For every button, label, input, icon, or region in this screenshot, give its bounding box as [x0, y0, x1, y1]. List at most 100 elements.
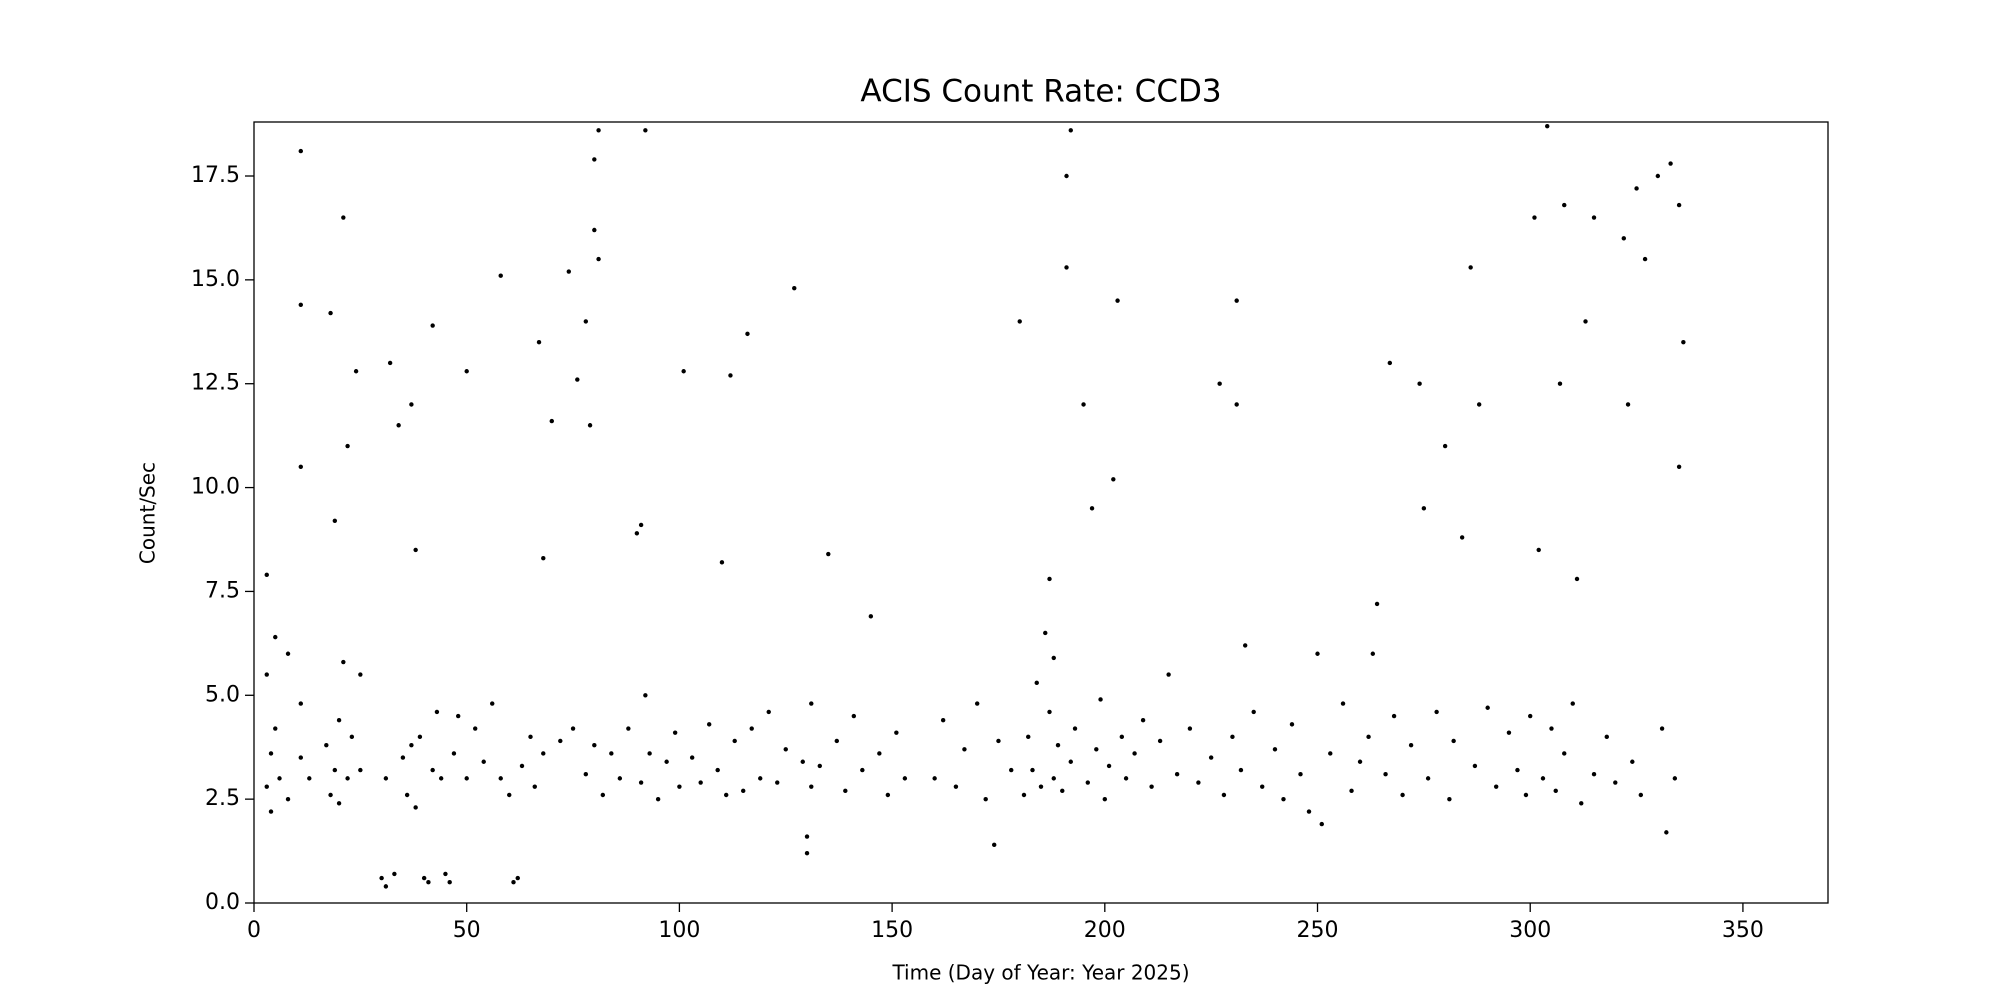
- data-point: [1021, 792, 1027, 798]
- data-point: [1655, 173, 1661, 179]
- data-point: [775, 780, 780, 785]
- data-point: [1149, 784, 1154, 789]
- data-point: [1319, 821, 1324, 827]
- y-tick-label: 5.0: [205, 682, 240, 707]
- data-point: [1068, 759, 1073, 764]
- data-point: [1506, 730, 1512, 735]
- data-point: [587, 423, 593, 428]
- data-point: [600, 792, 606, 798]
- data-point: [1528, 713, 1533, 719]
- data-point: [868, 614, 874, 619]
- data-point: [1340, 701, 1346, 706]
- data-point: [1217, 381, 1222, 386]
- data-point: [575, 377, 580, 382]
- data-point: [1370, 651, 1376, 656]
- x-tick-label: 250: [1297, 918, 1339, 943]
- data-point: [1064, 265, 1069, 270]
- data-point: [434, 709, 440, 715]
- data-point: [1119, 734, 1125, 740]
- data-point: [507, 792, 512, 798]
- data-point: [1468, 265, 1473, 270]
- data-point: [336, 801, 342, 806]
- data-point: [1387, 360, 1393, 366]
- x-tick-label: 100: [658, 918, 700, 943]
- data-point: [902, 776, 908, 781]
- data-point: [1102, 796, 1108, 802]
- data-point: [1055, 742, 1061, 748]
- data-point: [672, 730, 678, 735]
- data-point: [1272, 747, 1278, 752]
- data-point: [1574, 576, 1580, 582]
- data-point: [1047, 709, 1052, 715]
- data-point: [1230, 734, 1235, 740]
- data-point: [1238, 767, 1244, 773]
- data-point: [490, 701, 495, 706]
- data-point: [974, 701, 980, 706]
- data-point: [566, 269, 571, 274]
- data-point: [1630, 759, 1635, 764]
- data-point: [1034, 680, 1039, 686]
- data-point: [332, 767, 338, 773]
- data-point: [1234, 298, 1239, 303]
- data-point: [1038, 784, 1044, 789]
- data-point: [541, 555, 546, 561]
- data-point: [277, 776, 282, 781]
- x-tick-label: 200: [1084, 918, 1126, 943]
- data-point: [383, 884, 389, 889]
- data-point: [1174, 772, 1180, 777]
- data-point: [1659, 726, 1665, 731]
- data-point: [341, 659, 346, 665]
- data-point: [596, 256, 601, 262]
- data-point: [860, 767, 865, 773]
- data-point: [1064, 173, 1069, 179]
- data-point: [1540, 776, 1546, 781]
- data-point: [719, 560, 725, 565]
- data-point: [800, 759, 805, 764]
- data-point: [447, 880, 452, 885]
- data-point: [1442, 443, 1448, 449]
- data-point: [1298, 772, 1303, 777]
- data-point: [792, 285, 797, 291]
- data-point: [570, 726, 576, 731]
- data-point: [541, 751, 546, 756]
- data-point: [1549, 726, 1554, 731]
- data-point: [498, 273, 503, 278]
- data-point: [400, 755, 406, 760]
- chart-title: ACIS Count Rate: CCD3: [860, 74, 1221, 110]
- data-point: [328, 310, 333, 316]
- data-point: [345, 776, 350, 781]
- data-point: [1306, 809, 1312, 814]
- data-point: [1668, 161, 1673, 166]
- data-point: [349, 734, 355, 740]
- data-point: [353, 369, 359, 374]
- data-point: [1672, 776, 1678, 781]
- data-point: [1085, 780, 1090, 785]
- data-point: [298, 464, 303, 470]
- data-point: [498, 776, 503, 781]
- data-point: [689, 755, 695, 760]
- data-point: [1043, 630, 1048, 636]
- data-point: [728, 373, 733, 378]
- data-point: [1106, 763, 1112, 769]
- y-tick-label: 17.5: [191, 163, 240, 188]
- data-point: [655, 796, 661, 802]
- data-point: [681, 369, 686, 374]
- data-point: [1532, 215, 1537, 220]
- data-point: [809, 784, 814, 789]
- data-point: [1221, 792, 1227, 798]
- data-point: [583, 319, 589, 324]
- data-point: [851, 713, 857, 719]
- data-point: [885, 792, 891, 798]
- data-point: [1545, 123, 1550, 129]
- y-tick-label: 12.5: [191, 371, 240, 396]
- plot-frame: [253, 121, 1829, 904]
- data-point: [358, 672, 363, 677]
- data-point: [1315, 651, 1320, 656]
- data-point: [328, 792, 333, 798]
- data-point: [1357, 759, 1363, 764]
- data-point: [1374, 601, 1380, 607]
- data-point: [511, 880, 516, 885]
- data-point: [609, 751, 614, 756]
- x-axis-label: Time (Day of Year: Year 2025): [891, 961, 1189, 985]
- y-tick-label: 2.5: [205, 786, 240, 811]
